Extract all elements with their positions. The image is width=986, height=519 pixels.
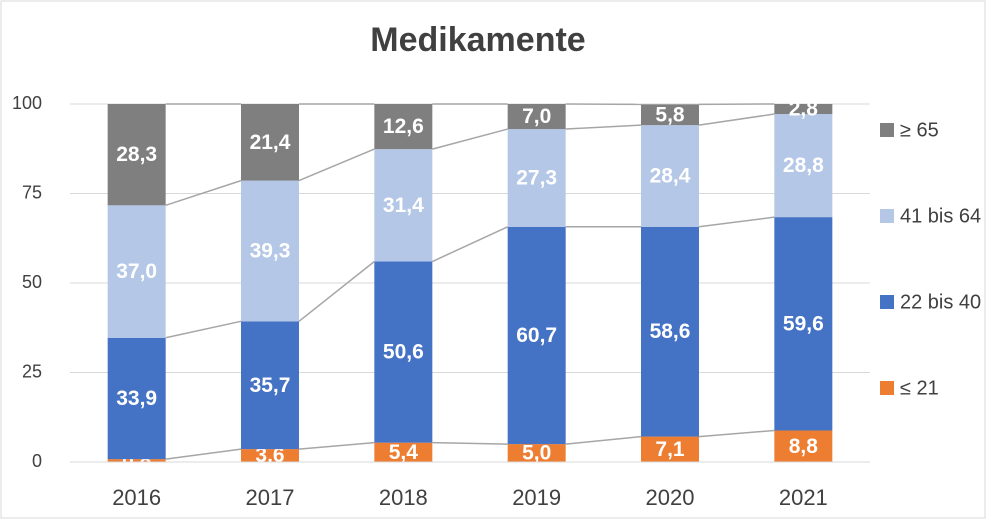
series-line <box>565 435 642 445</box>
data-label: 27,3 <box>516 166 557 189</box>
legend-swatch <box>880 123 894 137</box>
data-label: 59,6 <box>783 312 824 335</box>
legend-label: ≤ 21 <box>900 377 939 399</box>
legend-label: 22 bis 40 <box>900 291 981 313</box>
series-line <box>298 260 375 322</box>
bar-segment <box>774 114 833 218</box>
data-label: 28,8 <box>783 154 824 177</box>
bar-segment <box>641 125 699 227</box>
series-line <box>698 429 775 438</box>
bar-segment <box>774 430 833 462</box>
data-label: 7,1 <box>655 438 685 461</box>
bar-segment <box>374 442 433 462</box>
data-label: 37,0 <box>116 260 157 283</box>
bar-segment <box>641 436 699 462</box>
data-label: 39,3 <box>250 240 291 263</box>
data-label: 31,4 <box>383 194 424 217</box>
bar-segment <box>641 226 699 437</box>
bar-segment <box>507 226 566 445</box>
bar-segment <box>507 444 566 462</box>
legend-label: ≥ 65 <box>900 119 939 141</box>
legend-swatch <box>880 381 894 395</box>
y-tick-label: 25 <box>22 361 42 381</box>
data-label: 33,9 <box>116 387 157 410</box>
bar-segment <box>374 261 433 443</box>
data-label: 7,0 <box>522 105 551 128</box>
data-label: 21,4 <box>250 131 291 154</box>
y-tick-label: 50 <box>22 272 42 292</box>
bar-segment <box>241 449 299 462</box>
data-label: 5,4 <box>389 441 419 464</box>
bar-segment <box>374 104 433 150</box>
bar-segment <box>774 104 833 115</box>
y-tick-label: 75 <box>22 182 42 202</box>
data-label: 3,6 <box>255 444 284 467</box>
y-tick-label: 100 <box>12 93 42 113</box>
data-label: 60,7 <box>516 324 557 347</box>
bar-segment <box>507 129 566 227</box>
bar-segment <box>107 104 166 206</box>
x-tick-label: 2016 <box>112 485 161 510</box>
series-line <box>698 216 775 228</box>
bar-segment <box>241 321 299 450</box>
y-tick-label: 0 <box>32 451 42 471</box>
data-label: 35,7 <box>250 374 291 397</box>
data-label: 50,6 <box>383 341 424 364</box>
x-tick-label: 2021 <box>779 485 828 510</box>
bar-segment <box>374 149 433 262</box>
x-tick-label: 2019 <box>512 485 561 510</box>
legend-label: 41 bis 64 <box>900 205 981 227</box>
bar-segment <box>774 217 833 431</box>
bar-segment <box>241 180 299 322</box>
data-label: 5,0 <box>522 442 551 465</box>
series-line <box>432 441 508 445</box>
bar-segment <box>641 104 699 126</box>
data-label: 2,8 <box>789 98 819 121</box>
series-line <box>698 113 775 126</box>
legend-swatch <box>880 209 894 223</box>
series-line <box>432 226 508 263</box>
data-label: 12,6 <box>383 115 424 138</box>
bar-segment <box>507 104 566 130</box>
bar-segment <box>107 459 166 462</box>
data-label: 58,6 <box>650 320 691 343</box>
series-line <box>165 320 242 339</box>
data-label: 28,4 <box>650 165 691 188</box>
x-tick-label: 2018 <box>379 485 428 510</box>
series-line <box>565 124 642 130</box>
data-label: 8,8 <box>789 435 819 458</box>
series-line <box>298 148 375 182</box>
series-line <box>432 128 508 150</box>
x-tick-label: 2017 <box>246 485 295 510</box>
series-line <box>165 448 242 460</box>
chart-title: Medikamente <box>370 21 585 59</box>
bar-segment <box>241 104 299 181</box>
bar-segment <box>107 205 166 338</box>
legend-swatch <box>880 295 894 309</box>
series-line <box>165 179 242 207</box>
series-line <box>298 441 375 450</box>
data-label: 5,8 <box>655 103 685 126</box>
data-label: 28,3 <box>116 143 157 166</box>
bar-segment <box>107 337 166 460</box>
x-tick-label: 2020 <box>646 485 695 510</box>
